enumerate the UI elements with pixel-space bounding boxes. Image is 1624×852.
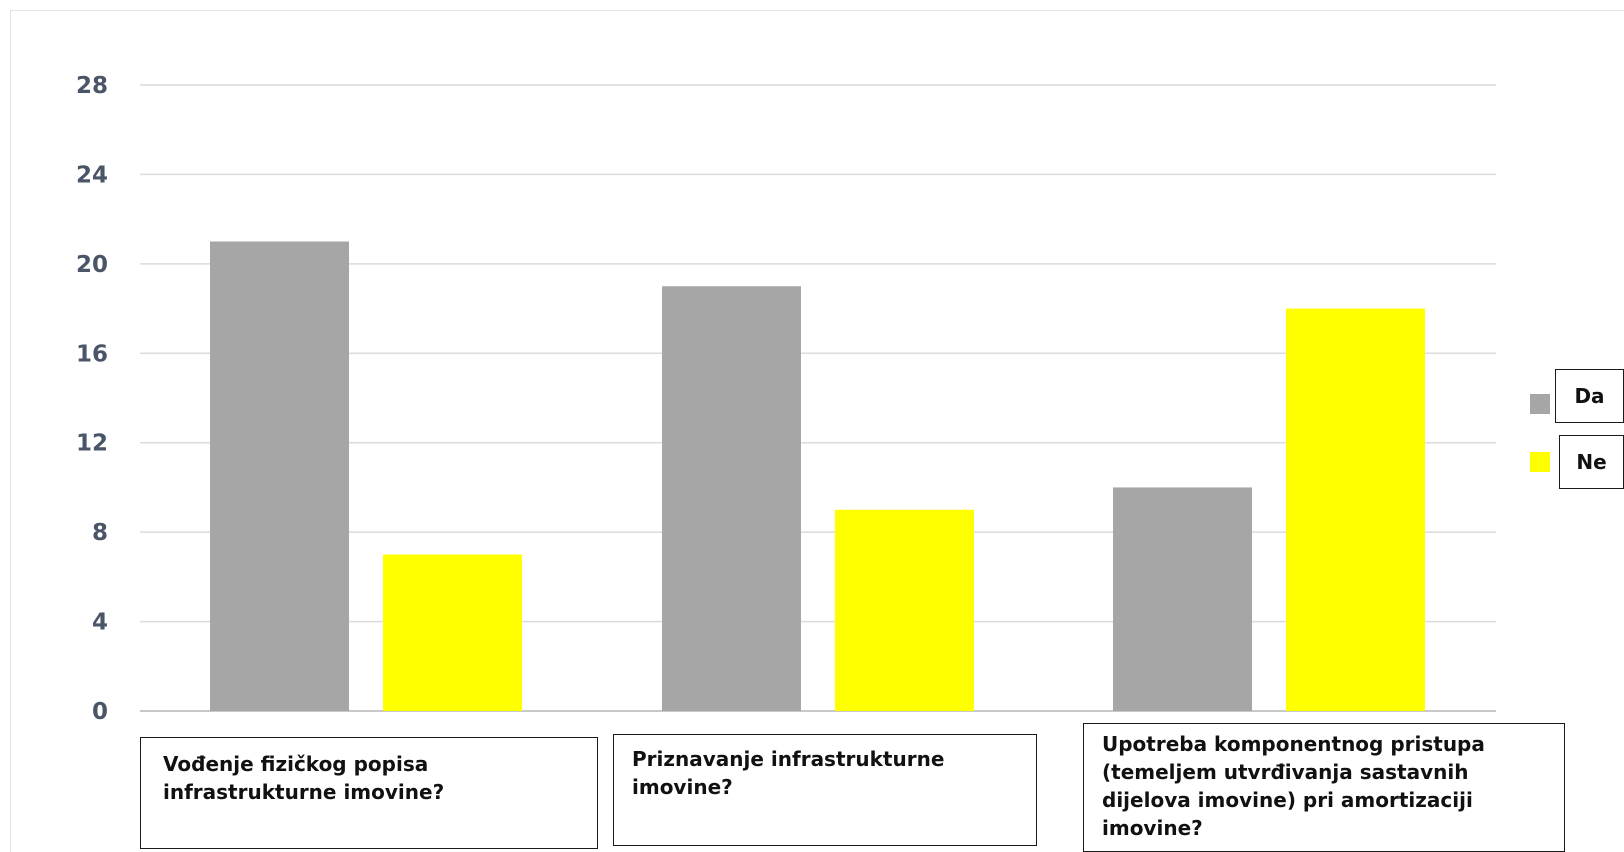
bar-da-1 [210, 241, 349, 711]
y-tick-label-28: 28 [76, 73, 108, 99]
y-tick-label-20: 20 [76, 252, 108, 278]
category-text-1: Vođenje fizičkog popisa infrastrukturne … [163, 752, 445, 804]
legend-text-ne: Ne [1576, 450, 1607, 474]
bar-da-2 [662, 286, 801, 711]
category-label-3: Upotreba komponentnog pristupa (temeljem… [1083, 723, 1565, 852]
bar-ne-1 [383, 554, 522, 711]
y-tick-label-8: 8 [92, 520, 108, 546]
category-label-2: Priznavanje infrastrukturne imovine? [613, 734, 1037, 846]
legend-text-da: Da [1574, 384, 1605, 408]
legend-label-ne: Ne [1559, 435, 1624, 489]
category-text-2: Priznavanje infrastrukturne imovine? [632, 747, 945, 799]
y-tick-label-16: 16 [76, 341, 108, 367]
bar-ne-3 [1286, 308, 1425, 711]
chart-frame [10, 10, 1624, 852]
y-tick-label-4: 4 [92, 610, 108, 636]
category-text-3: Upotreba komponentnog pristupa (temeljem… [1102, 732, 1485, 840]
bar-ne-2 [835, 509, 974, 711]
legend-swatch-ne [1530, 452, 1550, 472]
category-label-1: Vođenje fizičkog popisa infrastrukturne … [140, 737, 598, 849]
bar-da-3 [1113, 487, 1252, 711]
y-tick-label-0: 0 [92, 699, 108, 725]
y-tick-label-24: 24 [76, 162, 108, 188]
legend-swatch-da [1530, 394, 1550, 414]
y-tick-label-12: 12 [76, 431, 108, 457]
legend-label-da: Da [1555, 369, 1624, 423]
